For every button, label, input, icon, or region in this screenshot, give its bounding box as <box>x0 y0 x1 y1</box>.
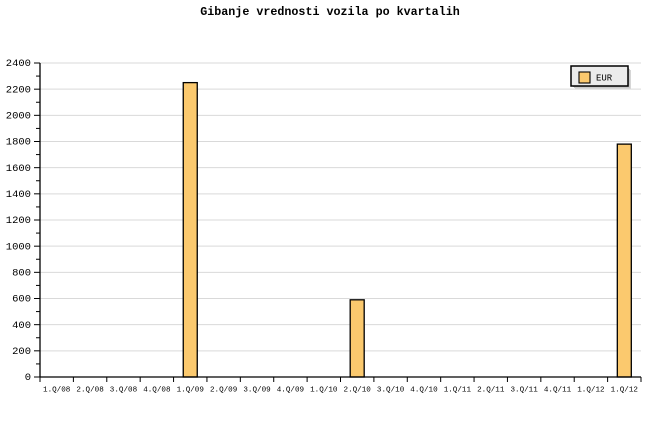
svg-text:1.Q/11: 1.Q/11 <box>444 387 472 395</box>
svg-text:1000: 1000 <box>6 241 31 253</box>
svg-text:4.Q/10: 4.Q/10 <box>410 387 438 395</box>
svg-text:400: 400 <box>12 320 31 332</box>
svg-text:600: 600 <box>12 294 31 306</box>
svg-text:1.Q/12: 1.Q/12 <box>577 387 605 395</box>
svg-text:1400: 1400 <box>6 189 31 201</box>
svg-text:2.Q/11: 2.Q/11 <box>477 387 505 395</box>
svg-text:2200: 2200 <box>6 84 31 96</box>
svg-text:1600: 1600 <box>6 163 31 175</box>
svg-text:4.Q/09: 4.Q/09 <box>277 387 305 395</box>
svg-text:1800: 1800 <box>6 137 31 149</box>
svg-text:0: 0 <box>25 372 31 384</box>
svg-text:1200: 1200 <box>6 215 31 227</box>
svg-text:2.Q/09: 2.Q/09 <box>210 387 238 395</box>
svg-text:4.Q/08: 4.Q/08 <box>143 387 171 395</box>
svg-text:3.Q/08: 3.Q/08 <box>110 387 138 395</box>
svg-text:3.Q/10: 3.Q/10 <box>377 387 405 395</box>
svg-text:2000: 2000 <box>6 111 31 123</box>
svg-text:2.Q/08: 2.Q/08 <box>76 387 104 395</box>
svg-text:200: 200 <box>12 346 31 358</box>
svg-text:2.Q/10: 2.Q/10 <box>344 387 372 395</box>
svg-text:800: 800 <box>12 268 31 280</box>
svg-text:3.Q/09: 3.Q/09 <box>243 387 271 395</box>
svg-text:EUR: EUR <box>596 73 613 83</box>
svg-text:1.Q/09: 1.Q/09 <box>177 387 205 395</box>
svg-text:3.Q/11: 3.Q/11 <box>510 387 538 395</box>
svg-text:2400: 2400 <box>6 58 31 70</box>
svg-text:1.Q/12: 1.Q/12 <box>611 387 639 395</box>
svg-text:4.Q/11: 4.Q/11 <box>544 387 572 395</box>
svg-text:1.Q/08: 1.Q/08 <box>43 387 71 395</box>
svg-text:1.Q/10: 1.Q/10 <box>310 387 338 395</box>
